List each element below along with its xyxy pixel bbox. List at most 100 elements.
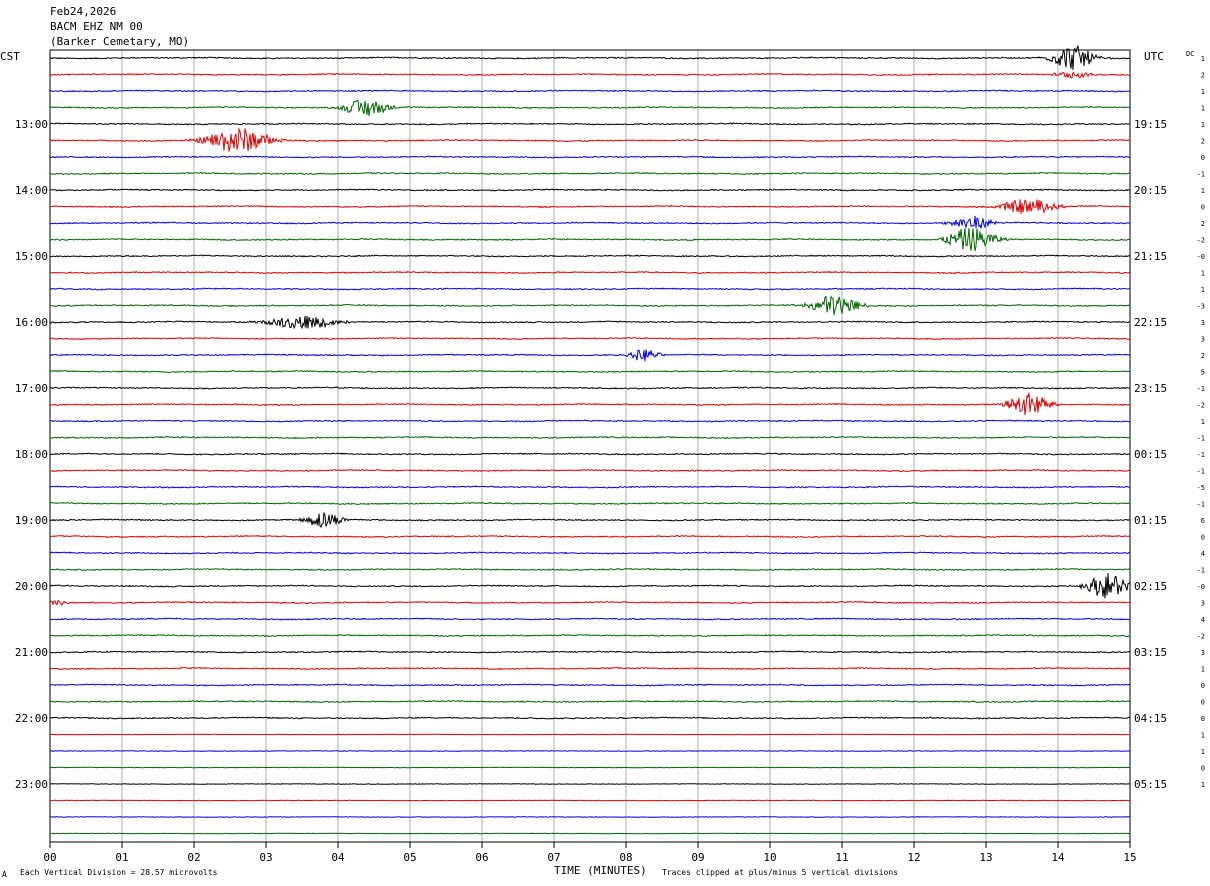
trace-line-1 bbox=[49, 71, 1131, 79]
x-tick-label-07: 07 bbox=[547, 851, 560, 864]
dc-offset-40: 0 bbox=[1201, 715, 1205, 723]
dc-header-label: DC bbox=[1186, 50, 1194, 58]
dc-offset-31: -1 bbox=[1197, 567, 1205, 575]
trace-line-2 bbox=[49, 89, 1131, 93]
right-hour-label-5: 00:15 bbox=[1134, 448, 1167, 461]
right-hour-labels: 19:15 20:15 21:15 22:15 23:15 00:15 01:15 02:15… bbox=[1134, 118, 1167, 791]
minute-gridlines bbox=[121, 50, 1059, 842]
trace-line-27 bbox=[49, 501, 1131, 506]
dc-offset-37: 1 bbox=[1201, 666, 1205, 674]
trace-line-30 bbox=[49, 551, 1131, 555]
dc-offset-42: 1 bbox=[1201, 748, 1205, 756]
trace-line-18 bbox=[49, 349, 1131, 362]
left-hour-label-2: 15:00 bbox=[15, 250, 48, 263]
dc-offset-43: 0 bbox=[1201, 765, 1205, 773]
trace-line-9 bbox=[49, 199, 1131, 214]
x-tick-label-11: 11 bbox=[835, 851, 848, 864]
dc-offset-0: 1 bbox=[1201, 55, 1205, 63]
dc-offset-34: 4 bbox=[1201, 616, 1205, 624]
trace-line-25 bbox=[49, 468, 1131, 473]
x-tick-label-09: 09 bbox=[691, 851, 704, 864]
right-hour-label-0: 19:15 bbox=[1134, 118, 1167, 131]
trace-line-8 bbox=[50, 188, 1131, 192]
trace-line-22 bbox=[49, 419, 1131, 423]
trace-line-21 bbox=[49, 392, 1131, 416]
trace-line-41 bbox=[49, 733, 1131, 736]
dc-offset-29: 0 bbox=[1201, 534, 1205, 542]
trace-line-35 bbox=[49, 633, 1131, 638]
trace-line-46 bbox=[49, 816, 1131, 818]
dc-offset-19: 5 bbox=[1201, 369, 1205, 377]
dc-offset-18: 2 bbox=[1201, 352, 1205, 360]
dc-offset-13: 1 bbox=[1201, 270, 1205, 278]
dc-offset-39: 0 bbox=[1201, 699, 1205, 707]
trace-line-14 bbox=[49, 287, 1131, 291]
right-hour-label-4: 23:15 bbox=[1134, 382, 1167, 395]
x-tick-label-03: 03 bbox=[259, 851, 272, 864]
dc-offset-20: -1 bbox=[1197, 385, 1205, 393]
dc-offset-41: 1 bbox=[1201, 732, 1205, 740]
dc-offset-7: -1 bbox=[1197, 171, 1205, 179]
dc-offset-38: 0 bbox=[1201, 682, 1205, 690]
left-hour-label-3: 16:00 bbox=[15, 316, 48, 329]
trace-line-28 bbox=[49, 512, 1130, 528]
seismic-traces bbox=[49, 45, 1131, 835]
x-tick-label-12: 12 bbox=[907, 851, 920, 864]
dc-offset-28: 6 bbox=[1201, 517, 1205, 525]
left-hour-labels: 13:00 14:00 15:00 16:00 17:00 18:00 19:00 20:00… bbox=[15, 118, 48, 791]
station-label: BACM EHZ NM 00 bbox=[50, 20, 143, 33]
scale-note: Each Vertical Division = 28.57 microvolt… bbox=[20, 868, 218, 877]
trace-line-45 bbox=[49, 799, 1131, 802]
dc-offset-36: 3 bbox=[1201, 649, 1205, 657]
trace-line-31 bbox=[49, 567, 1131, 572]
trace-line-10 bbox=[49, 215, 1131, 229]
trace-line-44 bbox=[49, 783, 1131, 785]
dc-offset-4: 1 bbox=[1201, 121, 1205, 129]
x-tick-label-14: 14 bbox=[1051, 851, 1065, 864]
trace-line-7 bbox=[49, 171, 1131, 176]
trace-line-37 bbox=[49, 666, 1131, 671]
x-tick-label-06: 06 bbox=[475, 851, 488, 864]
dc-offset-11: -2 bbox=[1197, 237, 1205, 245]
x-tick-label-00: 00 bbox=[43, 851, 56, 864]
trace-line-3 bbox=[49, 99, 1131, 117]
right-hour-label-2: 21:15 bbox=[1134, 250, 1167, 263]
left-hour-label-9: 22:00 bbox=[15, 712, 48, 725]
trace-line-39 bbox=[49, 699, 1131, 704]
x-tick-label-13: 13 bbox=[979, 851, 992, 864]
trace-line-4 bbox=[49, 122, 1131, 126]
dc-offset-12: -0 bbox=[1197, 253, 1205, 261]
clip-note: Traces clipped at plus/minus 5 vertical … bbox=[662, 868, 898, 877]
right-hour-label-6: 01:15 bbox=[1134, 514, 1167, 527]
dc-offset-1: 2 bbox=[1201, 72, 1205, 80]
x-tick-label-10: 10 bbox=[763, 851, 776, 864]
dc-offset-15: -3 bbox=[1197, 303, 1205, 311]
dc-offset-30: 4 bbox=[1201, 550, 1205, 558]
dc-offset-24: -1 bbox=[1197, 451, 1205, 459]
left-hour-label-5: 18:00 bbox=[15, 448, 48, 461]
trace-line-20 bbox=[49, 386, 1130, 390]
trace-line-0 bbox=[49, 45, 1131, 70]
dc-offset-5: 2 bbox=[1201, 138, 1205, 146]
date-label: Feb24,2026 bbox=[50, 5, 116, 18]
trace-line-32 bbox=[49, 573, 1131, 599]
trace-line-29 bbox=[49, 534, 1131, 539]
x-tick-label-05: 05 bbox=[403, 851, 416, 864]
dc-offset-16: 3 bbox=[1201, 319, 1205, 327]
trace-line-42 bbox=[49, 750, 1131, 752]
right-hour-label-7: 02:15 bbox=[1134, 580, 1167, 593]
dc-offset-27: -1 bbox=[1197, 501, 1205, 509]
trace-line-36 bbox=[49, 650, 1131, 654]
right-hour-label-1: 20:15 bbox=[1134, 184, 1167, 197]
dc-offset-10: 2 bbox=[1201, 220, 1205, 228]
left-hour-label-8: 21:00 bbox=[15, 646, 48, 659]
location-label: (Barker Cemetary, MO) bbox=[50, 35, 189, 48]
x-tick-label-02: 02 bbox=[187, 851, 200, 864]
dc-offset-14: 1 bbox=[1201, 286, 1205, 294]
dc-offset-3: 1 bbox=[1201, 105, 1205, 113]
trace-line-23 bbox=[49, 435, 1131, 440]
left-hour-label-10: 23:00 bbox=[15, 778, 48, 791]
x-axis-title: TIME (MINUTES) bbox=[554, 864, 647, 877]
left-hour-label-1: 14:00 bbox=[15, 184, 48, 197]
